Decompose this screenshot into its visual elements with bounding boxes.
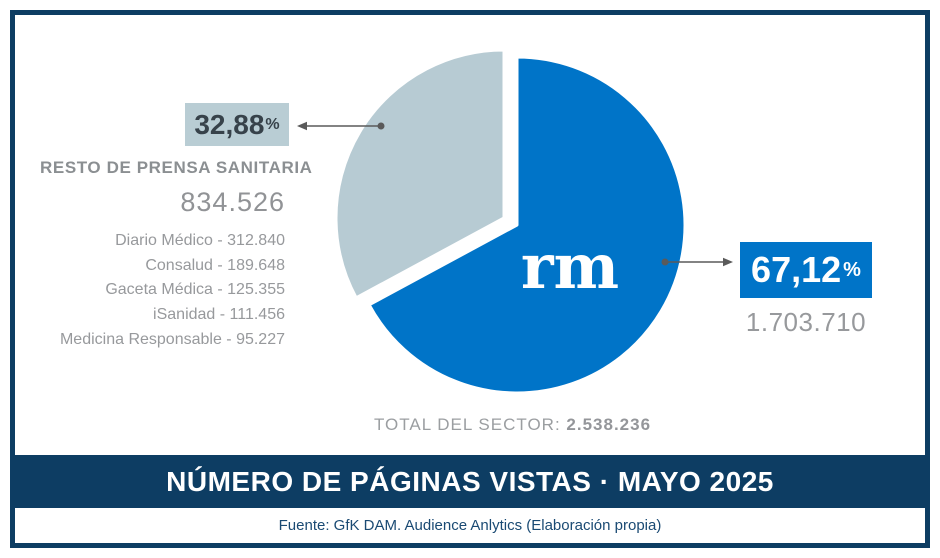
page-title: NÚMERO DE PÁGINAS VISTAS · MAYO 2025: [166, 465, 774, 497]
pie-slice-rm: [367, 55, 687, 395]
breakdown-item: Medicina Responsable - 95.227: [59, 330, 285, 348]
percent-sign: %: [843, 258, 861, 281]
resto-value: 834.526: [180, 187, 285, 217]
infographic-frame: rm 32,88% RESTO DE PRENSA SANITARIA 834.…: [10, 10, 930, 548]
source-text: Fuente: GfK DAM. Audience Anlytics (Elab…: [278, 517, 662, 534]
pie-slice-resto: [334, 48, 506, 300]
pie-chart: rm: [334, 48, 687, 395]
rm-percent-value: 67,12: [751, 249, 842, 290]
resto-heading: RESTO DE PRENSA SANITARIA: [40, 158, 313, 177]
percent-sign: %: [265, 115, 280, 133]
rm-logo: rm: [521, 230, 619, 303]
total-value: 2.538.236: [566, 415, 652, 434]
total-label: TOTAL DEL SECTOR:: [373, 415, 561, 434]
resto-percent-value: 32,88: [194, 109, 265, 140]
resto-breakdown-list: Diario Médico - 312.840 Consalud - 189.6…: [40, 229, 285, 353]
total-line: TOTAL DEL SECTOR: 2.538.236: [15, 415, 925, 435]
title-banner: NÚMERO DE PÁGINAS VISTAS · MAYO 2025: [15, 455, 925, 508]
rm-value: 1.703.710: [745, 307, 867, 337]
rm-annotation: 67,12% 1.703.710: [740, 242, 872, 338]
rm-percent-badge: 67,12%: [740, 242, 872, 298]
resto-annotation: 32,88% RESTO DE PRENSA SANITARIA 834.526…: [40, 103, 313, 353]
breakdown-item: Consalud - 189.648: [145, 256, 285, 274]
resto-percent-badge: 32,88%: [185, 103, 289, 146]
breakdown-item: Gaceta Médica - 125.355: [105, 281, 285, 299]
breakdown-item: iSanidad - 111.456: [153, 306, 285, 324]
arrow-head-icon: [297, 121, 307, 131]
breakdown-item: Diario Médico - 312.840: [115, 232, 285, 249]
chart-area: rm 32,88% RESTO DE PRENSA SANITARIA 834.…: [15, 15, 925, 455]
arrow-head-icon: [723, 257, 733, 267]
source-strip: Fuente: GfK DAM. Audience Anlytics (Elab…: [15, 508, 925, 543]
